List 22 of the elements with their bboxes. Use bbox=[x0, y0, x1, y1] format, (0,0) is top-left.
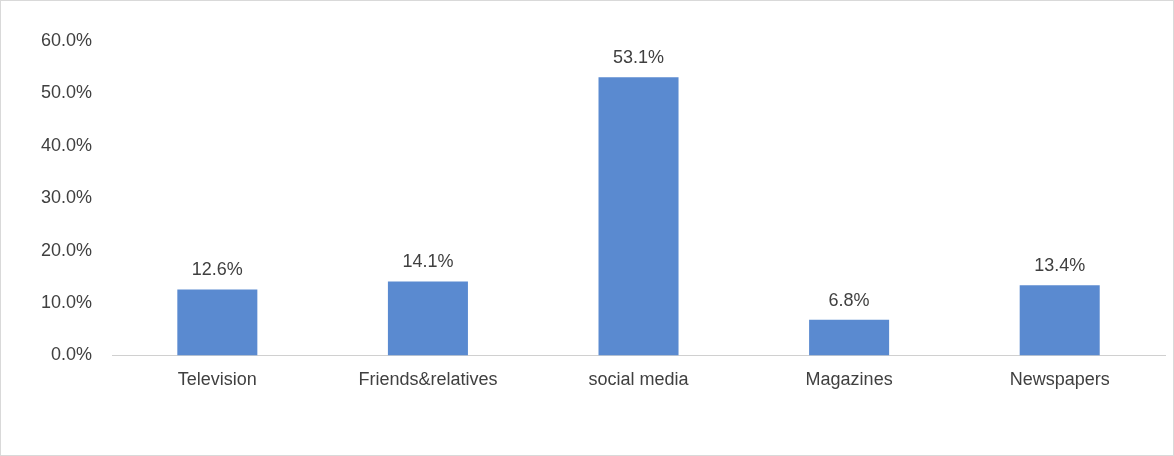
data-label: 6.8% bbox=[828, 289, 870, 310]
bar bbox=[1019, 285, 1100, 356]
bar bbox=[598, 77, 679, 356]
bar bbox=[809, 319, 890, 356]
x-tick-label: Television bbox=[177, 369, 257, 390]
y-tick-label: 60.0% bbox=[40, 29, 93, 50]
y-tick-label: 40.0% bbox=[40, 134, 93, 155]
y-tick-label: 20.0% bbox=[40, 239, 93, 260]
data-label: 12.6% bbox=[191, 259, 243, 280]
x-tick-label: Newspapers bbox=[1009, 369, 1110, 390]
y-tick-label: 50.0% bbox=[40, 82, 93, 103]
y-tick-label: 30.0% bbox=[40, 187, 93, 208]
y-tick-label: 10.0% bbox=[40, 291, 93, 312]
x-tick-label: Friends&relatives bbox=[358, 369, 498, 390]
data-label: 13.4% bbox=[1034, 255, 1086, 276]
x-tick-label: social media bbox=[588, 369, 690, 390]
bar bbox=[177, 289, 258, 356]
data-label: 53.1% bbox=[613, 47, 665, 68]
bar bbox=[387, 281, 468, 356]
data-label: 14.1% bbox=[402, 251, 454, 272]
x-tick-label: Magazines bbox=[805, 369, 893, 390]
y-tick-label: 0.0% bbox=[51, 344, 93, 365]
